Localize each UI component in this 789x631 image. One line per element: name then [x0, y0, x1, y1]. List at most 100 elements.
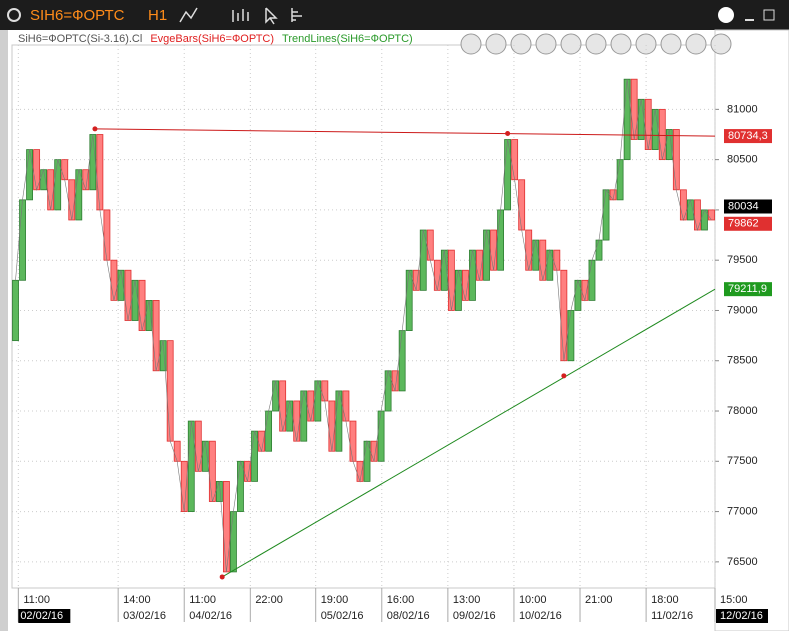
price-tag	[724, 282, 772, 297]
bar	[546, 249, 554, 281]
navigation-buttons	[460, 33, 732, 55]
x-tick-label: 18:00	[651, 594, 679, 606]
y-tick-label: 81000	[727, 103, 758, 115]
bar	[567, 310, 575, 362]
date-highlight	[18, 609, 71, 623]
date-label: 12/02/16	[720, 610, 763, 622]
nav-button[interactable]	[510, 33, 532, 55]
nav-button[interactable]	[585, 33, 607, 55]
nav-button[interactable]	[535, 33, 557, 55]
bar	[19, 199, 26, 281]
x-tick-label: 11:00	[23, 594, 50, 606]
bar	[208, 440, 216, 502]
bar	[237, 460, 244, 512]
bar	[539, 239, 547, 281]
bar	[300, 390, 308, 442]
x-tick-label: 11:00	[189, 594, 216, 606]
bars-tool[interactable]	[232, 9, 249, 22]
toolbar	[179, 7, 302, 25]
nav-button[interactable]	[660, 33, 682, 55]
bar	[623, 78, 631, 161]
bar	[279, 380, 287, 432]
pivot-point	[219, 574, 225, 580]
nav-button[interactable]	[685, 33, 707, 55]
bar	[293, 400, 301, 442]
currency-button[interactable]	[718, 7, 734, 23]
bar	[405, 269, 413, 331]
y-tick-label: 80500	[727, 154, 758, 166]
bar	[581, 279, 589, 301]
bar	[201, 440, 209, 472]
price-tag-label: 80034	[728, 200, 759, 212]
bar	[75, 169, 83, 221]
close-line	[15, 79, 712, 572]
bar	[454, 269, 462, 311]
bar	[679, 189, 687, 221]
maximize-button[interactable]	[763, 9, 775, 21]
price-tag-label: 79211,9	[728, 283, 767, 295]
bar	[230, 511, 237, 573]
bar	[356, 460, 364, 482]
x-tick-label: 13:00	[453, 594, 481, 606]
cursor-tool[interactable]	[265, 7, 278, 25]
date-label: 02/02/16	[20, 610, 63, 622]
bar	[658, 108, 666, 161]
bar	[152, 300, 160, 372]
y-tick-label: 79000	[727, 304, 758, 316]
bar	[110, 259, 118, 301]
legend-entry: SiH6=ФОРТС(Si-3.16).Cl	[18, 33, 142, 45]
window-icon[interactable]	[7, 8, 21, 22]
bar	[553, 249, 561, 271]
trendline	[221, 288, 716, 578]
y-tick-label: 77500	[727, 455, 758, 467]
bar	[124, 269, 132, 321]
bar	[708, 209, 715, 221]
x-tick-label: 19:00	[321, 594, 349, 606]
bar	[145, 300, 153, 331]
bar	[483, 229, 490, 281]
bar	[12, 279, 19, 342]
date-highlight	[716, 609, 768, 623]
x-tick-label: 22:00	[255, 594, 283, 606]
date-label: 08/02/16	[387, 610, 430, 622]
price-tag	[724, 129, 772, 144]
bar	[54, 159, 62, 211]
symbol: SIH6=ФОРТС	[30, 7, 125, 24]
line-tool[interactable]	[179, 7, 198, 23]
bar	[398, 330, 406, 392]
nav-button[interactable]	[610, 33, 632, 55]
bar	[518, 179, 526, 231]
bar	[258, 430, 265, 452]
minimize-button[interactable]	[745, 19, 754, 21]
x-tick-label: 10:00	[519, 594, 547, 606]
bar	[251, 430, 258, 482]
indicator-tool[interactable]	[291, 8, 302, 22]
nav-button[interactable]	[560, 33, 582, 55]
bar	[47, 169, 55, 211]
pivot-point	[561, 373, 567, 379]
nav-button[interactable]	[460, 33, 482, 55]
bar	[637, 98, 645, 140]
bar	[426, 229, 434, 261]
pivot-point	[92, 126, 98, 132]
bar	[377, 410, 385, 462]
nav-button[interactable]	[635, 33, 657, 55]
price-tag	[724, 199, 772, 214]
bar	[574, 279, 582, 311]
bar	[286, 400, 294, 432]
bar	[602, 189, 610, 241]
nav-button[interactable]	[485, 33, 507, 55]
nav-button[interactable]	[710, 33, 732, 55]
bar	[138, 279, 146, 331]
y-tick-label: 77000	[727, 505, 758, 517]
legend-entry: EvgeBars(SiH6=ФОРТС)	[150, 33, 274, 45]
date-label: 04/02/16	[189, 610, 232, 622]
y-tick-label: 78000	[727, 405, 758, 417]
bar	[433, 259, 441, 291]
bar	[651, 108, 659, 150]
bar	[194, 420, 202, 472]
bar	[265, 410, 273, 452]
bar	[560, 269, 568, 362]
y-tick-label: 78500	[727, 355, 758, 367]
date-label: 05/02/16	[321, 610, 364, 622]
